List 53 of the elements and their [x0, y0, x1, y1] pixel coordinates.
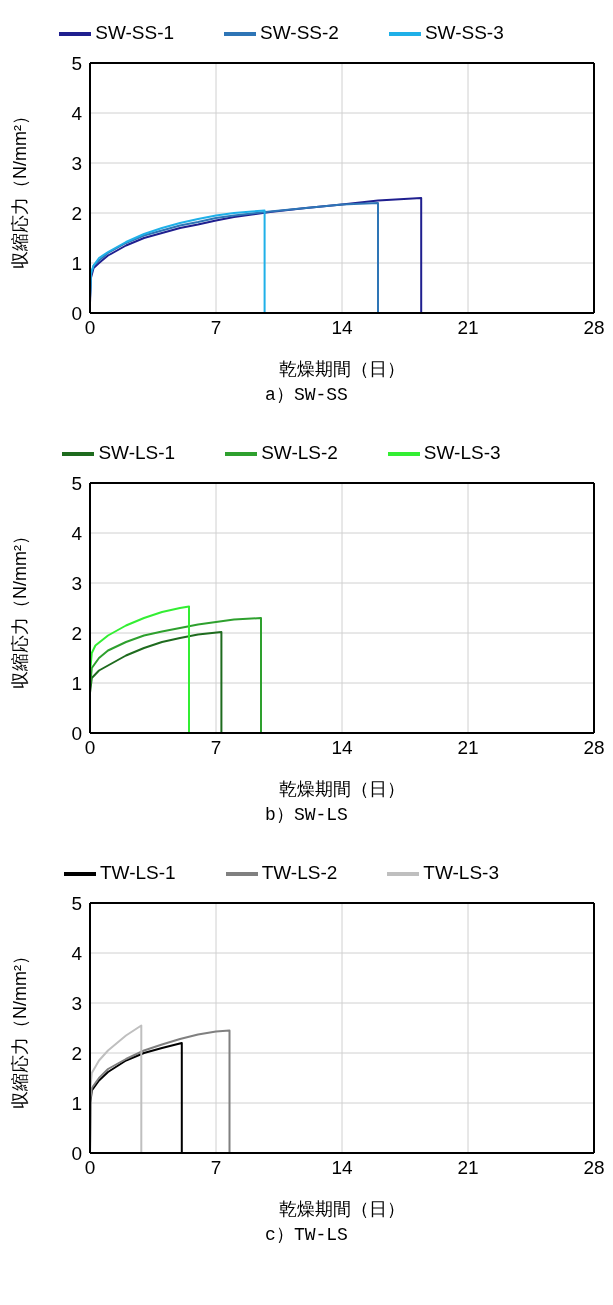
x-tick-label: 28	[583, 737, 605, 759]
legend-label: TW-LS-1	[99, 862, 176, 884]
x-tick-label: 14	[331, 737, 353, 759]
x-tick-label: 7	[210, 317, 222, 339]
legend-label: SW-LS-1	[98, 442, 176, 464]
legend-label: TW-LS-2	[261, 862, 338, 884]
y-tick-label: 1	[71, 1092, 82, 1114]
y-tick-label: 4	[71, 522, 83, 544]
text: a）SW-SS	[264, 384, 349, 406]
x-axis-title: 乾燥期間（日）	[279, 359, 405, 379]
line-series	[90, 202, 379, 313]
legend-label: SW-LS-2	[261, 442, 338, 464]
line-series	[90, 631, 223, 733]
x-tick-label: 7	[210, 1157, 222, 1179]
x-tick-label: 21	[457, 1157, 479, 1179]
y-tick-label: 2	[71, 622, 82, 644]
x-tick-label: 14	[331, 317, 353, 339]
y-tick-label: 5	[71, 892, 82, 914]
x-tick-label: 21	[457, 317, 479, 339]
x-tick-label: 28	[583, 1157, 605, 1179]
y-tick-label: 2	[71, 1042, 82, 1064]
legend-label: TW-LS-3	[423, 862, 499, 884]
legend-label: SW-SS-2	[260, 22, 339, 44]
y-tick-label: 3	[71, 992, 82, 1014]
y-tick-label: 1	[71, 672, 82, 694]
x-tick-label: 14	[331, 1157, 353, 1179]
x-tick-label: 7	[210, 737, 222, 759]
legend-label: SW-SS-1	[95, 22, 175, 44]
y-tick-label: 3	[71, 152, 82, 174]
x-tick-label: 21	[457, 737, 479, 759]
x-tick-label: 28	[583, 317, 605, 339]
y-tick-label: 4	[71, 102, 83, 124]
text: b）SW-LS	[264, 804, 349, 826]
text: c）TW-LS	[264, 1224, 349, 1246]
y-tick-label: 5	[71, 52, 82, 74]
y-tick-label: 1	[71, 252, 82, 274]
y-axis-title: 収縮応力（N/mm²）	[10, 527, 31, 689]
y-tick-label: 3	[71, 572, 82, 594]
x-axis-title: 乾燥期間（日）	[279, 1199, 405, 1219]
y-axis-title: 収縮応力（N/mm²）	[10, 947, 31, 1109]
y-tick-label: 0	[71, 302, 82, 324]
line-series	[90, 605, 190, 733]
y-axis-title: 収縮応力（N/mm²）	[10, 107, 31, 269]
legend-label: SW-LS-3	[423, 442, 501, 464]
y-tick-label: 0	[71, 722, 82, 744]
y-tick-label: 5	[71, 472, 82, 494]
y-tick-label: 2	[71, 202, 82, 224]
y-tick-label: 4	[71, 942, 83, 964]
line-series	[90, 209, 266, 313]
y-tick-label: 0	[71, 1142, 82, 1164]
legend-label: SW-SS-3	[424, 22, 504, 44]
x-axis-title: 乾燥期間（日）	[279, 779, 405, 799]
line-series	[90, 617, 262, 733]
